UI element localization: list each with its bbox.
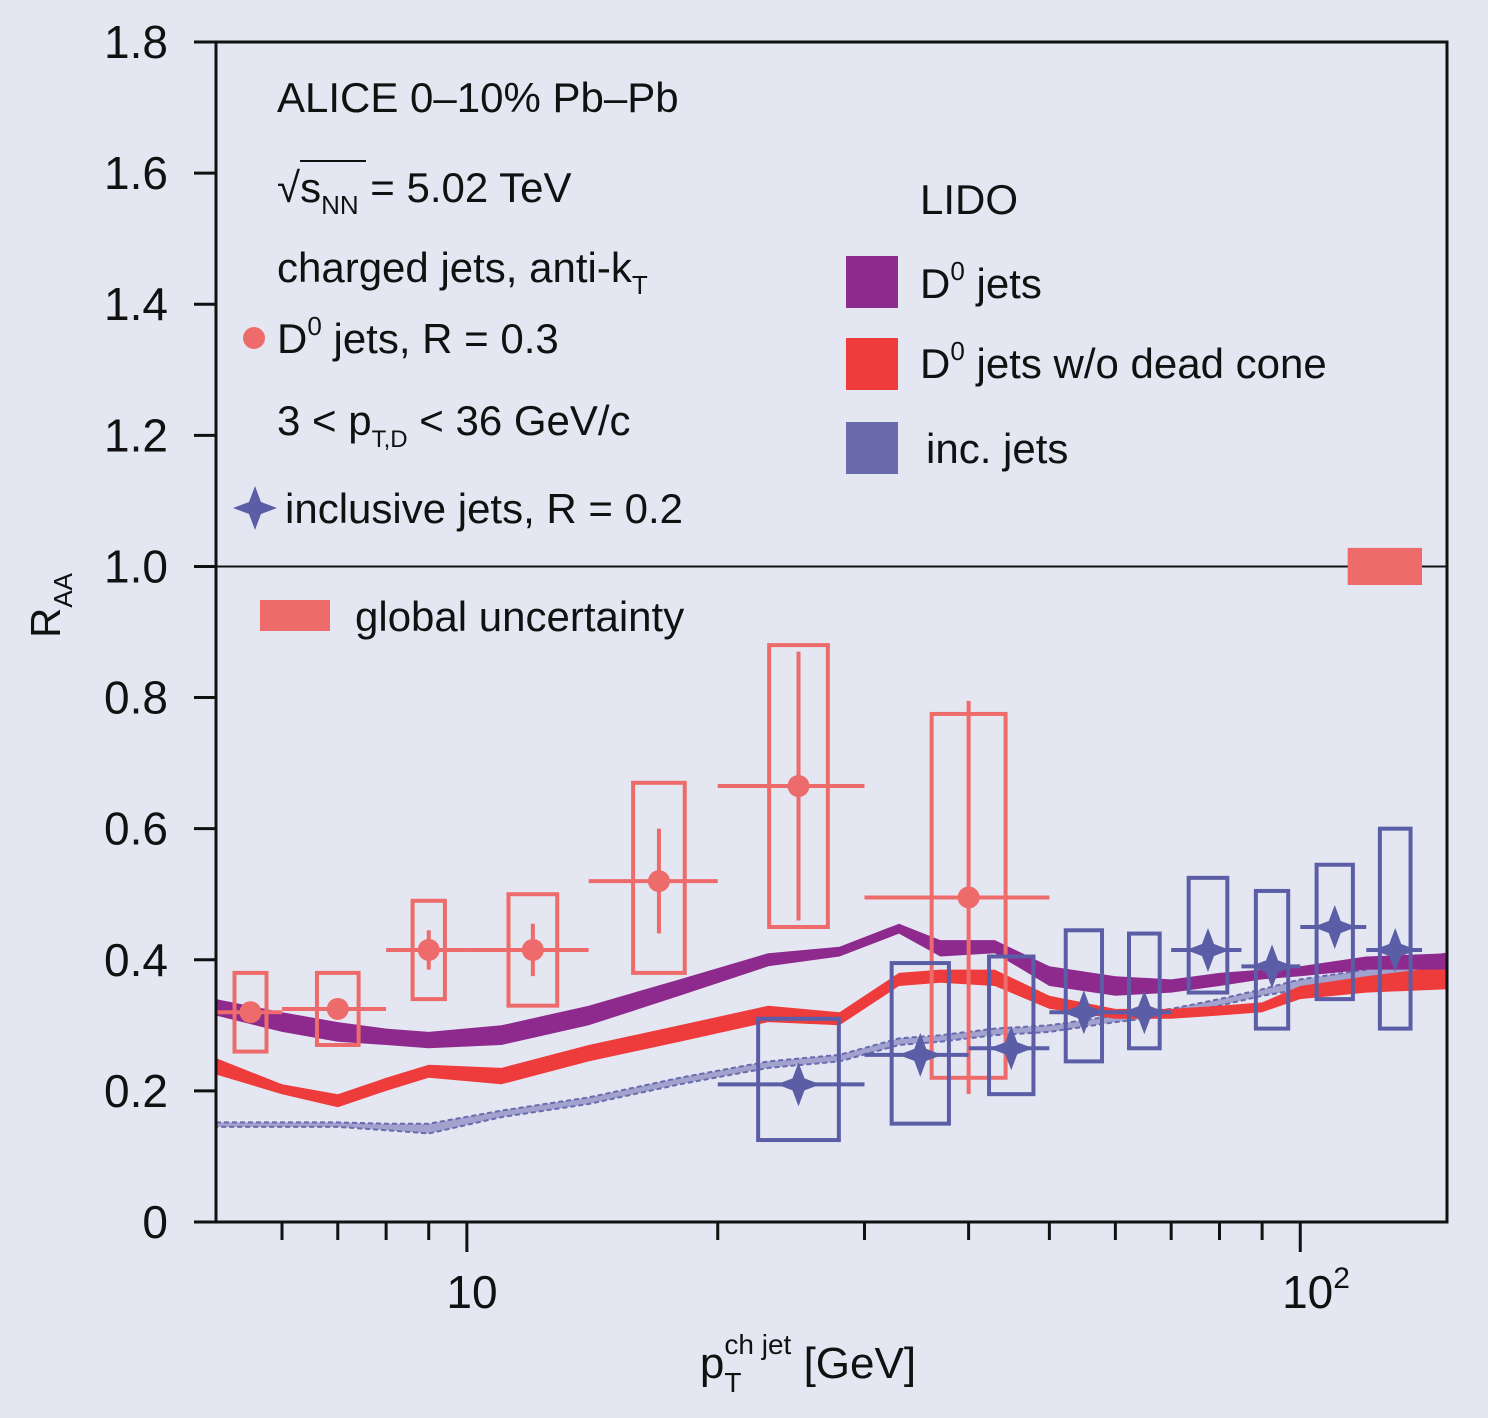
- inclusive-data-point: [1185, 927, 1230, 972]
- y-tick-label: 1.0: [104, 540, 168, 592]
- x-axis-label: pTch jet [GeV]: [700, 1329, 916, 1398]
- lido-bands: [216, 923, 1447, 1135]
- d0-data-point: [957, 886, 980, 909]
- y-tick-label: 0.8: [104, 672, 168, 724]
- inclusive-syst-box: [889, 961, 951, 1126]
- annotation-ptd-range: 3 < pT,D < 36 GeV/c: [277, 397, 631, 453]
- y-tick-label: 1.6: [104, 147, 168, 199]
- lido-inc-swatch: [846, 422, 898, 474]
- annotation-inclusive-label: inclusive jets, R = 0.2: [285, 485, 683, 532]
- inclusive-syst-box: [1253, 888, 1291, 1031]
- inclusive-syst-box: [1186, 875, 1230, 995]
- lido-inclusive-band: [216, 952, 1447, 1135]
- inclusive-syst-box: [1314, 862, 1355, 1002]
- inclusive-syst-box: [987, 954, 1036, 1097]
- annotation-d0-label: D0 jets, R = 0.3: [277, 311, 559, 362]
- inclusive-legend-marker: [233, 486, 277, 530]
- d0-data-point: [787, 775, 810, 798]
- lido-d0-swatch: [846, 256, 898, 308]
- x-tick-label-10: 10: [446, 1266, 497, 1318]
- annotation-energy: √sNN = 5.02 TeV: [277, 164, 572, 220]
- inclusive-data-point: [1061, 990, 1106, 1035]
- inclusive-syst-box: [1377, 826, 1413, 1031]
- annotation-jets: charged jets, anti-kT: [277, 244, 648, 300]
- y-tick-label: 0.2: [104, 1065, 168, 1117]
- axes: [194, 40, 1302, 1252]
- inclusive-syst-box: [1063, 928, 1105, 1064]
- lido-inc-label: inc. jets: [926, 425, 1068, 472]
- y-tick-label: 1.2: [104, 409, 168, 461]
- inclusive-data-point: [1250, 944, 1295, 989]
- annotation-experiment: ALICE 0–10% Pb–Pb: [277, 74, 679, 121]
- global-uncertainty-box: [1347, 547, 1423, 585]
- global-uncertainty-legend-swatch: [260, 600, 330, 631]
- d0-data-point: [239, 1001, 262, 1024]
- inclusive-jets-series: [717, 826, 1423, 1143]
- y-tick-labels: 0 0.2 0.4 0.6 0.8 1.0 1.2 1.4 1.6 1.8: [104, 16, 168, 1248]
- lido-no-dead-cone-swatch: [846, 338, 898, 390]
- d0-data-point: [647, 870, 670, 893]
- inclusive-data-point: [1312, 905, 1357, 949]
- lido-d0-band: [216, 923, 1447, 1049]
- y-tick-label: 1.8: [104, 16, 168, 68]
- inclusive-data-point: [898, 1032, 943, 1077]
- lido-legend-title: LIDO: [920, 176, 1018, 223]
- lido-no-dead-cone-label: D0 jets w/o dead cone: [920, 336, 1327, 387]
- inclusive-data-point: [776, 1062, 821, 1107]
- lido-d0-label: D0 jets: [920, 256, 1042, 307]
- y-tick-label: 0: [142, 1196, 168, 1248]
- lido-no-dead-cone-band: [216, 966, 1447, 1108]
- inclusive-data-point: [1122, 990, 1167, 1035]
- y-tick-label: 0.4: [104, 934, 168, 986]
- y-tick-label: 0.6: [104, 803, 168, 855]
- inclusive-data-point: [989, 1026, 1034, 1071]
- y-tick-label: 1.4: [104, 278, 168, 330]
- inclusive-syst-box: [1126, 931, 1162, 1051]
- d0-data-point: [521, 938, 544, 961]
- d0-jets-series: [216, 643, 1050, 1095]
- d0-data-point: [417, 938, 440, 961]
- x-tick-label-100: 102: [1282, 1262, 1350, 1318]
- d0-legend-marker: [243, 327, 265, 349]
- d0-syst-box: [631, 780, 687, 975]
- inclusive-syst-box: [756, 1016, 841, 1143]
- d0-data-point: [326, 997, 349, 1020]
- y-axis-label: RAA: [22, 572, 78, 638]
- plot-frame: [214, 40, 1449, 1224]
- annotation-global-label: global uncertainty: [355, 593, 684, 640]
- inclusive-data-point: [1373, 927, 1418, 972]
